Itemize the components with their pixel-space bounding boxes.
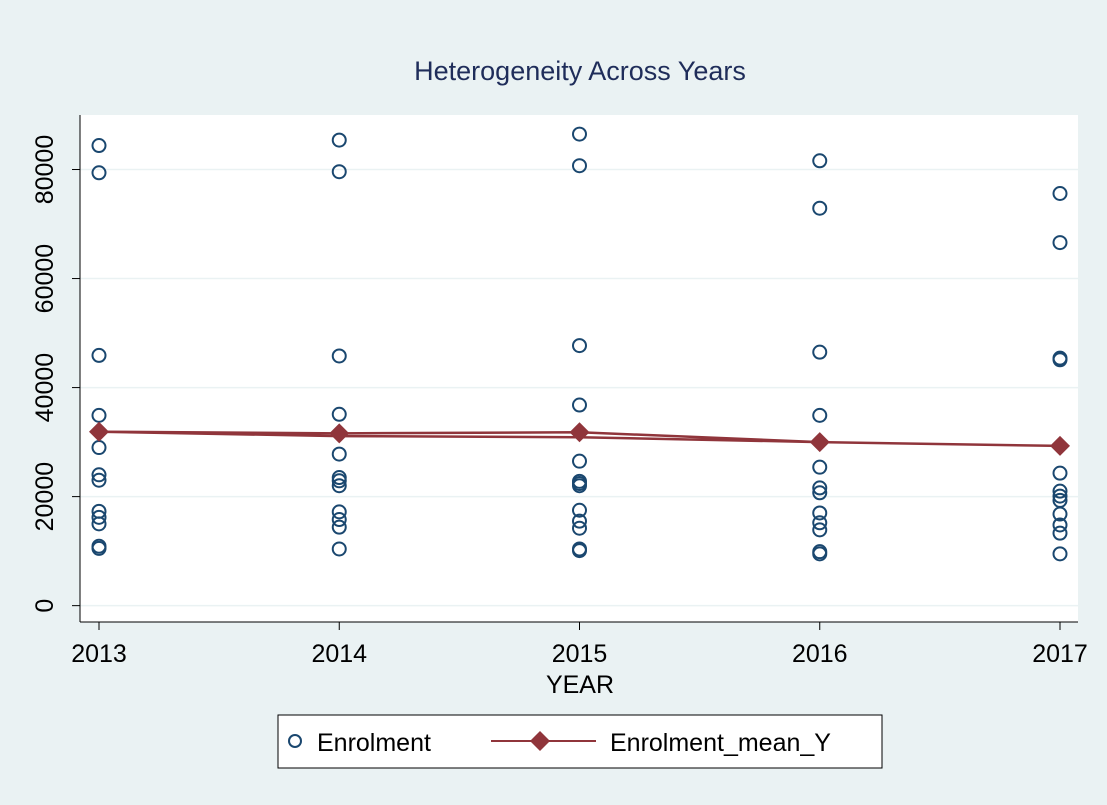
enrolment-point	[331, 541, 347, 557]
legend-label-enrolment: Enrolment	[317, 729, 431, 757]
enrolment-mean-point	[569, 422, 590, 443]
enrolment-mean-point	[329, 423, 350, 444]
y-tick-label: 20000	[31, 462, 59, 532]
enrolment-point	[1052, 546, 1068, 562]
enrolment-point	[812, 459, 828, 475]
enrolment-point	[331, 164, 347, 180]
x-tick-label: 2016	[792, 640, 848, 668]
enrolment-point	[91, 138, 107, 154]
legend-marker-mean	[530, 731, 550, 751]
enrolment-point	[1052, 488, 1068, 504]
enrolment-point	[1052, 235, 1068, 251]
x-tick-label: 2015	[552, 640, 608, 668]
enrolment-point	[1052, 352, 1068, 368]
enrolment-point	[91, 472, 107, 488]
enrolment-point	[812, 522, 828, 538]
enrolment-point	[331, 504, 347, 520]
enrolment-point	[91, 540, 107, 556]
enrolment-point	[812, 515, 828, 531]
enrolment-point	[91, 509, 107, 525]
grid-lines	[80, 168, 1078, 607]
enrolment-point	[572, 502, 587, 518]
enrolment-point	[572, 338, 587, 354]
x-tick-label: 2014	[311, 640, 367, 668]
x-tick-label: 2013	[71, 640, 127, 668]
enrolment-point	[331, 446, 347, 462]
enrolment-point	[812, 344, 828, 360]
y-tick-label: 60000	[31, 244, 59, 314]
enrolment-point	[572, 543, 587, 559]
enrolment-point	[572, 397, 587, 413]
y-tick-label: 80000	[31, 135, 59, 205]
enrolment-point	[812, 505, 828, 521]
enrolment-point	[331, 519, 347, 535]
enrolment-point	[572, 513, 587, 529]
enrolment-point	[1052, 517, 1068, 533]
enrolment-mean-point	[1050, 435, 1070, 456]
enrolment-point	[331, 478, 347, 494]
y-axis: 0 20000 40000 60000 80000	[31, 135, 80, 613]
series-layer	[89, 126, 1070, 562]
enrolment-point	[331, 132, 347, 148]
enrolment-point	[1052, 506, 1068, 522]
enrolment-point	[572, 453, 587, 469]
x-tick-label: 2017	[1032, 640, 1088, 668]
x-axis-title: YEAR	[546, 671, 614, 699]
y-tick-label: 0	[31, 599, 59, 613]
plot-area	[80, 115, 1078, 622]
enrolment-point	[1052, 465, 1068, 481]
x-axis: 2013 2014 2015 2016 2017	[71, 622, 1088, 668]
enrolment-point	[331, 348, 347, 364]
enrolment-point	[91, 516, 107, 532]
enrolment-point	[331, 406, 347, 422]
enrolment-point	[91, 347, 107, 363]
enrolment-point	[91, 467, 107, 483]
legend-marker-enrolment	[288, 734, 302, 748]
enrolment-point	[1052, 186, 1068, 202]
enrolment-point	[331, 512, 347, 528]
enrolment-mean-point	[809, 432, 830, 453]
enrolment-point	[812, 546, 828, 562]
enrolment-point	[331, 473, 347, 489]
enrolment-point	[572, 520, 587, 536]
enrolment-mean-point	[89, 421, 109, 442]
chart-title: Heterogeneity Across Years	[414, 56, 746, 86]
enrolment-point	[812, 480, 828, 496]
enrolment-point	[572, 158, 587, 174]
enrolment-point	[812, 407, 828, 423]
enrolment-point	[572, 126, 587, 142]
enrolment-point	[1052, 525, 1068, 541]
enrolment-point	[1052, 483, 1068, 499]
enrolment-point	[812, 200, 828, 216]
y-tick-label: 40000	[31, 353, 59, 423]
enrolment-point	[812, 485, 828, 501]
enrolment-point	[572, 478, 587, 494]
legend-label-mean: Enrolment_mean_Y	[610, 729, 831, 757]
enrolment-point	[812, 153, 828, 169]
enrolment-point	[91, 165, 107, 181]
